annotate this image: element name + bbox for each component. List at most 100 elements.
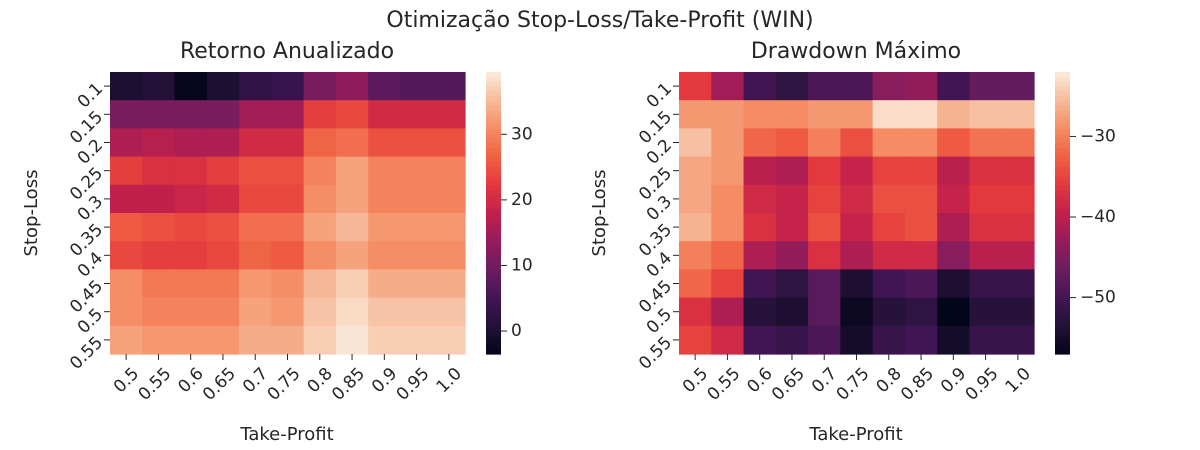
- heatmap-cell: [679, 72, 712, 101]
- x-tick-label: 0.95: [962, 364, 1003, 405]
- x-tick-label: 0.75: [264, 364, 305, 405]
- colorbar-segment: [1055, 161, 1070, 167]
- heatmap-cell: [937, 184, 971, 214]
- colorbar-segment: [486, 142, 501, 148]
- heatmap-cell: [432, 156, 466, 186]
- heatmap-cell: [743, 156, 777, 186]
- heatmap-cell: [840, 213, 874, 242]
- colorbar-segment: [1055, 330, 1070, 336]
- heatmap-cell: [711, 269, 745, 299]
- heatmap-cell: [432, 100, 466, 129]
- heatmap-cell: [775, 156, 809, 186]
- heatmap-cell: [303, 213, 337, 242]
- heatmap-cell: [743, 241, 777, 270]
- colorbar-segment: [1055, 260, 1070, 266]
- heatmap-cell: [174, 100, 208, 129]
- heatmap-cell: [142, 184, 176, 214]
- colorbar-segment: [1055, 95, 1070, 101]
- heatmap-cell: [368, 100, 402, 129]
- heatmap-cell: [335, 184, 369, 214]
- colorbar-segment: [1055, 236, 1070, 242]
- heatmap-cell: [969, 213, 1003, 242]
- heatmap-cell: [206, 100, 240, 129]
- colorbar-segment: [486, 76, 501, 82]
- colorbar-tick-label: 0: [511, 321, 522, 341]
- colorbar-segment: [486, 123, 501, 129]
- colorbar-segment: [1055, 170, 1070, 176]
- heatmap-cell: [872, 213, 906, 242]
- heatmap-cell: [303, 269, 337, 299]
- heatmap-cell: [743, 72, 777, 101]
- heatmap-cell: [174, 128, 208, 158]
- heatmap-cell: [775, 213, 809, 242]
- colorbar-segment: [486, 344, 501, 350]
- colorbar-segment: [1055, 147, 1070, 153]
- heatmap-cell: [110, 156, 143, 186]
- colorbar-segment: [1055, 278, 1070, 285]
- colorbar-segment: [1055, 203, 1070, 209]
- colorbar-segment: [1055, 321, 1070, 327]
- x-tick-label: 0.55: [135, 364, 176, 405]
- colorbar-segment: [486, 208, 501, 214]
- heatmap-cell: [206, 297, 240, 327]
- x-tick-label: 1.0: [1002, 364, 1035, 397]
- colorbar-segment: [1055, 86, 1070, 92]
- colorbar-segment: [486, 307, 501, 313]
- y-axis-label: Stop-Loss: [589, 170, 610, 257]
- heatmap-cell: [110, 297, 143, 327]
- heatmap-cell: [432, 325, 466, 355]
- colorbar-segment: [486, 128, 501, 134]
- heatmap-cell: [400, 269, 434, 299]
- heatmap-cell: [711, 325, 745, 355]
- heatmap-cell: [174, 269, 208, 299]
- colorbar-segment: [486, 325, 501, 332]
- colorbar-segment: [486, 156, 501, 162]
- heatmap-cell: [679, 241, 712, 270]
- y-axis-label: Stop-Loss: [21, 170, 42, 257]
- colorbar-segment: [1055, 133, 1070, 139]
- colorbar-segment: [1055, 307, 1070, 313]
- heatmap-cell: [239, 72, 272, 101]
- heatmap-cell: [840, 241, 874, 270]
- heatmap-cell: [840, 156, 874, 186]
- heatmap-cell: [711, 72, 745, 101]
- colorbar-segment: [1055, 109, 1070, 115]
- heatmap-cell: [432, 128, 466, 158]
- heatmap-cell: [775, 128, 809, 158]
- heatmap-cell: [808, 156, 841, 186]
- heatmap-cell: [432, 184, 466, 214]
- colorbar-segment: [1055, 213, 1070, 219]
- colorbar-segment: [486, 255, 501, 261]
- colorbar-segment: [1055, 114, 1070, 120]
- colorbar-segment: [486, 119, 501, 125]
- y-tick-labels: 0.10.150.20.250.30.350.40.450.50.55: [635, 79, 679, 374]
- heatmap-cell: [303, 297, 337, 327]
- heatmap-cell: [206, 72, 240, 101]
- colorbar-segment: [486, 269, 501, 275]
- heatmap-cell: [174, 297, 208, 327]
- colorbar-tick-label: 20: [511, 190, 533, 210]
- heatmap-cell: [368, 213, 402, 242]
- heatmap-cell: [743, 297, 777, 327]
- y-tick-label: 0.55: [635, 333, 676, 374]
- heatmap-cell: [206, 213, 240, 242]
- heatmap-cell: [142, 269, 176, 299]
- heatmap-cell: [400, 72, 434, 101]
- colorbar-segment: [1055, 119, 1070, 125]
- heatmap-cell: [400, 213, 434, 242]
- heatmap-cell: [904, 156, 938, 186]
- heatmap-cell: [239, 213, 272, 242]
- colorbar-segment: [486, 180, 501, 186]
- heatmap-cell: [872, 156, 906, 186]
- y-tick-labels: 0.10.150.20.250.30.350.40.450.50.55: [66, 79, 110, 374]
- heatmap-cell: [775, 184, 809, 214]
- colorbar-segment: [486, 114, 501, 120]
- heatmap-cell: [368, 72, 402, 101]
- heatmap-cell: [110, 128, 143, 158]
- heatmap-cell: [969, 72, 1003, 101]
- heatmap-cell: [711, 241, 745, 270]
- heatmap-cell: [904, 128, 938, 158]
- heatmap-cell: [142, 325, 176, 355]
- colorbar-segment: [486, 217, 501, 223]
- heatmap-cell: [432, 269, 466, 299]
